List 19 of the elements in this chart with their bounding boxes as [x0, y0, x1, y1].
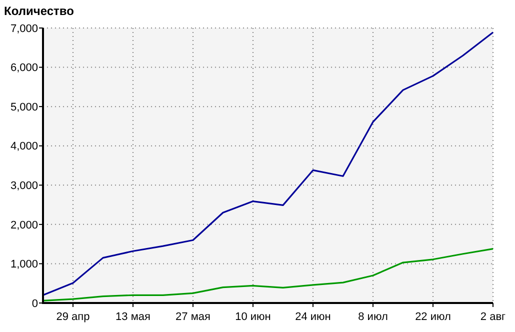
x-tick-label: 29 апр: [56, 311, 90, 323]
y-tick-label: 1,000: [10, 258, 38, 271]
y-tick-label: 4,000: [10, 140, 38, 153]
x-tick-label: 8 июл: [358, 311, 388, 323]
y-tick-label: 2,000: [10, 219, 38, 232]
y-tick-label: 7,000: [10, 22, 38, 35]
chart-title: Количество: [4, 4, 74, 18]
line-series: [42, 248, 494, 302]
y-tick-label: 0: [32, 298, 38, 310]
y-tick-label: 3,000: [10, 180, 38, 192]
x-tick-label: 2 авг: [480, 311, 506, 323]
line-series: [42, 32, 494, 296]
x-tick-label: 13 мая: [116, 311, 151, 323]
y-tick-label: 6,000: [10, 62, 38, 74]
x-tick-label: 27 мая: [176, 311, 211, 323]
x-tick-label: 24 июн: [295, 311, 331, 323]
y-tick-label: 5,000: [10, 101, 38, 114]
x-tick-label: 10 июн: [235, 311, 271, 323]
x-tick-label: 22 июл: [415, 311, 451, 323]
